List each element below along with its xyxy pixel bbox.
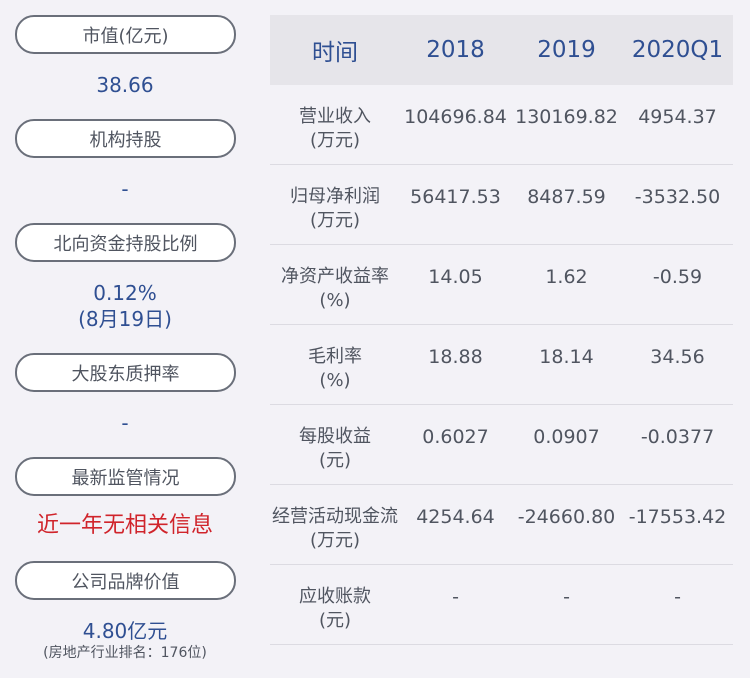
cell-value: -	[511, 565, 622, 609]
cell-value: 18.88	[400, 325, 511, 369]
cell-value: 8487.59	[511, 165, 622, 209]
market-cap-label: 市值(亿元)	[15, 15, 236, 54]
institutional-holding-value: -	[0, 176, 250, 202]
cell-value: 14.05	[400, 245, 511, 289]
financial-table: 时间 2018 2019 2020Q1 营业收入 (万元) 104696.84 1…	[270, 15, 733, 645]
cell-value: 0.0907	[511, 405, 622, 449]
row-label: 毛利率 (%)	[270, 325, 400, 393]
row-label: 净资产收益率 (%)	[270, 245, 400, 313]
row-label: 营业收入 (万元)	[270, 85, 400, 153]
table-row: 净资产收益率 (%) 14.05 1.62 -0.59	[270, 245, 733, 325]
cell-value: 104696.84	[400, 85, 511, 129]
header-2019: 2019	[511, 37, 622, 63]
table-row: 经营活动现金流 (万元) 4254.64 -24660.80 -17553.42	[270, 485, 733, 565]
cell-value: -0.59	[622, 245, 733, 289]
brand-value-label: 公司品牌价值	[15, 561, 236, 600]
institutional-holding-label: 机构持股	[15, 119, 236, 158]
brand-rank-note: (房地产行业排名：176位)	[0, 644, 250, 662]
pledge-ratio-value: -	[0, 410, 250, 436]
cell-value: 4954.37	[622, 85, 733, 129]
northbound-ratio-value: 0.12%	[0, 280, 250, 306]
brand-value-value: 4.80亿元	[0, 618, 250, 644]
cell-value: -24660.80	[511, 485, 622, 529]
cell-value: -	[400, 565, 511, 609]
pledge-ratio-label: 大股东质押率	[15, 353, 236, 392]
table-row: 毛利率 (%) 18.88 18.14 34.56	[270, 325, 733, 405]
cell-value: -17553.42	[622, 485, 733, 529]
row-label: 每股收益 (元)	[270, 405, 400, 473]
table-header: 时间 2018 2019 2020Q1	[270, 15, 733, 85]
regulation-value: 近一年无相关信息	[0, 513, 250, 539]
table-row: 应收账款 (元) - - -	[270, 565, 733, 645]
row-label: 归母净利润 (万元)	[270, 165, 400, 233]
cell-value: -3532.50	[622, 165, 733, 209]
row-label: 经营活动现金流 (万元)	[270, 485, 400, 553]
cell-value: -0.0377	[622, 405, 733, 449]
header-2018: 2018	[400, 37, 511, 63]
cell-value: 56417.53	[400, 165, 511, 209]
cell-value: 18.14	[511, 325, 622, 369]
cell-value: 4254.64	[400, 485, 511, 529]
header-time: 时间	[270, 33, 400, 67]
table-row: 每股收益 (元) 0.6027 0.0907 -0.0377	[270, 405, 733, 485]
northbound-ratio-label: 北向资金持股比例	[15, 223, 236, 262]
cell-value: 130169.82	[511, 85, 622, 129]
cell-value: 0.6027	[400, 405, 511, 449]
cell-value: -	[622, 565, 733, 609]
market-cap-value: 38.66	[0, 72, 250, 98]
northbound-ratio-date: (8月19日)	[0, 306, 250, 332]
row-label: 应收账款 (元)	[270, 565, 400, 633]
cell-value: 1.62	[511, 245, 622, 289]
table-row: 营业收入 (万元) 104696.84 130169.82 4954.37	[270, 85, 733, 165]
table-row: 归母净利润 (万元) 56417.53 8487.59 -3532.50	[270, 165, 733, 245]
left-panel: 市值(亿元) 38.66 机构持股 - 北向资金持股比例 0.12% (8月19…	[0, 0, 250, 678]
regulation-label: 最新监管情况	[15, 457, 236, 496]
header-2020q1: 2020Q1	[622, 37, 733, 63]
cell-value: 34.56	[622, 325, 733, 369]
